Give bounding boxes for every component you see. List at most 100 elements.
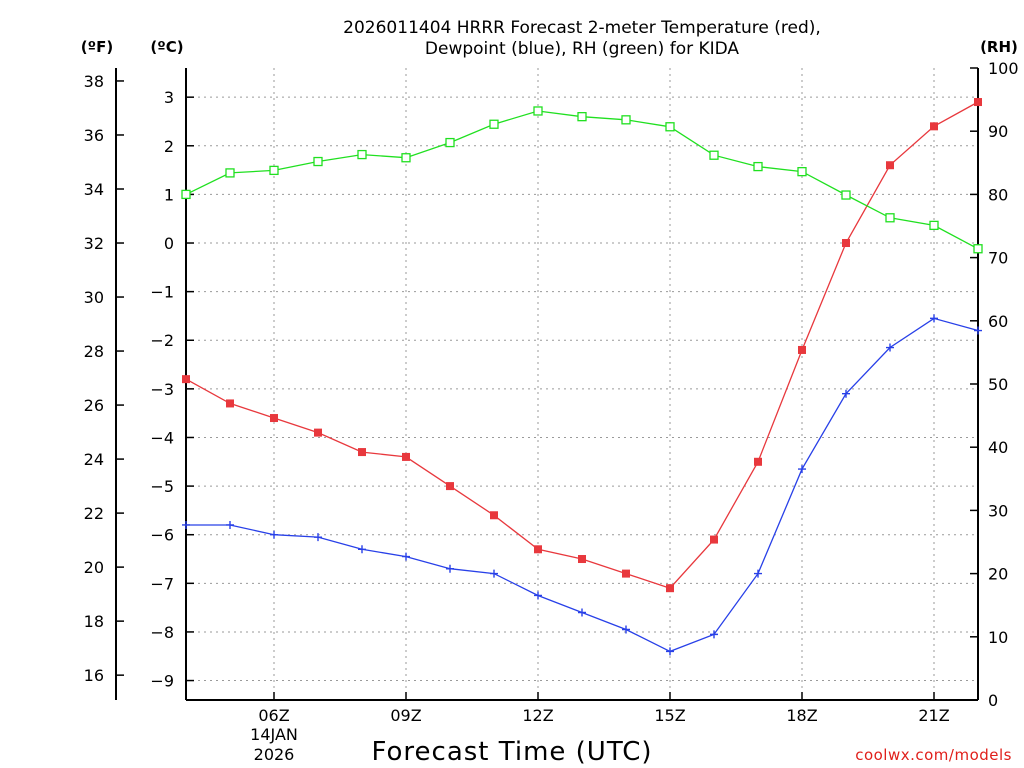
- rh-point: [181, 189, 191, 200]
- rh-point: [797, 166, 807, 177]
- rh-point: [225, 168, 235, 178]
- temperature-point: [534, 545, 542, 554]
- rh-tick-label: 80: [988, 185, 1008, 204]
- temperature-point: [358, 448, 366, 457]
- rh-point: [929, 220, 939, 231]
- dewpoint-point: [754, 569, 762, 578]
- rh-tick-label: 20: [988, 565, 1008, 584]
- rh-series: [181, 106, 983, 254]
- credit-link[interactable]: coolwx.com/models: [855, 746, 1012, 764]
- fahrenheit-tick-label: 34: [84, 180, 104, 199]
- dewpoint-point: [226, 520, 234, 529]
- rh-unit-label: (RH): [980, 38, 1018, 56]
- temperature-line: [185, 101, 979, 589]
- celsius-tick-label: 0: [164, 234, 174, 253]
- celsius-tick-label: −7: [150, 574, 174, 593]
- rh-tick-label: 50: [988, 375, 1008, 394]
- temperature-point: [270, 414, 278, 423]
- x-tick-label: 21Z: [918, 706, 949, 725]
- rh-tick-label: 90: [988, 122, 1008, 141]
- celsius-tick-label: 2: [164, 137, 174, 156]
- celsius-tick-label: −1: [150, 283, 174, 302]
- date-label-day: 14JAN: [250, 725, 298, 744]
- chart-title-line2: Dewpoint (blue), RH (green) for KIDA: [425, 39, 740, 59]
- x-axis-title: Forecast Time (UTC): [371, 737, 652, 767]
- rh-point: [841, 190, 851, 200]
- dewpoint-point: [622, 625, 630, 634]
- rh-tick-label: 30: [988, 501, 1008, 520]
- rh-tick-label: 60: [988, 312, 1008, 331]
- temperature-point: [314, 428, 322, 437]
- temperature-point: [446, 482, 454, 491]
- fahrenheit-tick-label: 20: [84, 558, 104, 577]
- rh-tick-label: 10: [988, 628, 1008, 647]
- rh-point: [753, 161, 763, 172]
- rh-point: [885, 213, 895, 223]
- chart-title-line1: 2026011404 HRRR Forecast 2-meter Tempera…: [343, 18, 821, 38]
- fahrenheit-tick-label: 22: [84, 504, 104, 523]
- rh-line: [185, 110, 979, 250]
- fahrenheit-tick-label: 36: [84, 126, 104, 145]
- rh-point: [489, 119, 499, 129]
- dewpoint-point: [402, 552, 410, 561]
- dewpoint-point: [270, 530, 278, 539]
- temperature-point: [974, 98, 982, 107]
- temperature-point: [182, 375, 190, 384]
- temperature-point: [930, 122, 938, 131]
- temperature-point: [578, 555, 586, 564]
- temperature-point: [754, 457, 762, 466]
- x-tick-label: 12Z: [522, 706, 553, 725]
- rh-point: [709, 150, 719, 160]
- rh-point: [533, 106, 543, 116]
- rh-tick-label: 40: [988, 438, 1008, 457]
- temperature-point: [666, 584, 674, 593]
- temperature-point: [886, 161, 894, 170]
- x-tick-label: 09Z: [390, 706, 421, 725]
- rh-point: [665, 122, 675, 132]
- rh-tick-label: 0: [988, 691, 998, 710]
- dewpoint-point: [534, 591, 542, 600]
- dewpoint-point: [974, 326, 982, 335]
- fahrenheit-tick-label: 24: [84, 450, 104, 469]
- rh-tick-label: 100: [988, 59, 1019, 78]
- rh-point: [577, 112, 587, 122]
- fahrenheit-tick-label: 28: [84, 342, 104, 361]
- fahrenheit-tick-label: 30: [84, 288, 104, 307]
- rh-point: [357, 149, 367, 160]
- celsius-tick-label: −9: [150, 672, 174, 691]
- fahrenheit-unit-label: (ºF): [81, 38, 113, 56]
- fahrenheit-tick-label: 32: [84, 234, 104, 253]
- temperature-point: [798, 345, 806, 354]
- celsius-tick-label: 1: [164, 185, 174, 204]
- fahrenheit-tick-label: 18: [84, 612, 104, 631]
- celsius-tick-label: −2: [150, 331, 174, 350]
- temperature-point: [226, 399, 234, 408]
- temperature-series: [182, 98, 982, 593]
- x-tick-label: 15Z: [654, 706, 685, 725]
- series-layer: [181, 98, 983, 656]
- rh-point: [401, 153, 411, 163]
- x-tick-label: 18Z: [786, 706, 817, 725]
- fahrenheit-tick-label: 38: [84, 72, 104, 91]
- dewpoint-point: [314, 533, 322, 542]
- temperature-point: [710, 535, 718, 544]
- dewpoint-point: [490, 569, 498, 578]
- dewpoint-point: [842, 389, 850, 398]
- temperature-point: [490, 511, 498, 520]
- rh-point: [973, 244, 983, 254]
- dewpoint-line: [186, 317, 979, 653]
- temperature-point: [622, 569, 630, 578]
- dewpoint-point: [886, 343, 894, 352]
- dewpoint-series: [182, 314, 982, 656]
- celsius-tick-label: −6: [150, 526, 174, 545]
- celsius-tick-label: −3: [150, 380, 174, 399]
- dewpoint-point: [446, 564, 454, 573]
- dewpoint-point: [798, 465, 806, 474]
- dewpoint-point: [930, 314, 938, 323]
- dewpoint-point: [710, 630, 718, 639]
- fahrenheit-tick-label: 16: [84, 666, 104, 685]
- rh-point: [621, 115, 631, 125]
- celsius-unit-label: (ºC): [150, 38, 183, 56]
- temperature-point: [842, 239, 850, 248]
